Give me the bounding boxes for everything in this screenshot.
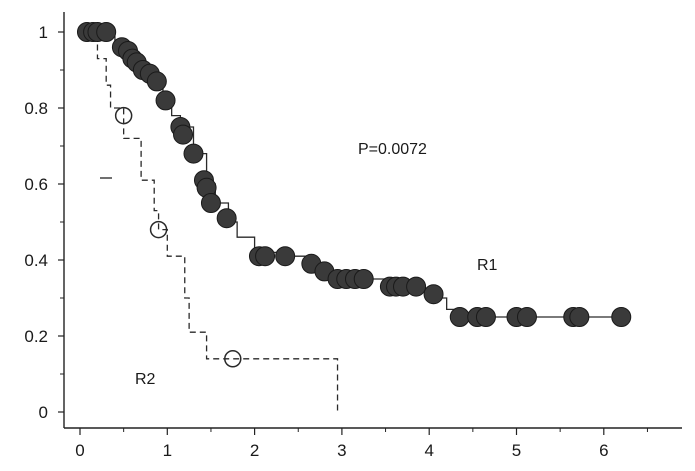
y-tick-label: 0.2 [24,327,48,346]
x-tick-label: 5 [512,441,521,460]
x-tick-label: 6 [599,441,608,460]
r1-censor-marker [173,124,194,145]
y-tick-label: 0.4 [24,251,48,270]
axes: 0 0.2 0.4 0.6 0.8 1 0 1 2 3 4 5 6 [24,12,682,460]
series-r1 [76,22,632,327]
r2-censor-marker [224,350,242,368]
r1-censor-marker [96,22,117,42]
r1-censor-marker [516,307,537,327]
y-tick-label: 0.8 [24,99,48,118]
r1-censor-marker [146,71,167,92]
r1-censor-marker [449,307,470,327]
y-tick-label: 0.6 [24,175,48,194]
y-tick-label: 1 [39,23,48,42]
r2-curve [80,31,339,412]
x-tick-label: 3 [337,441,346,460]
r1-censor-marker [216,208,237,229]
series-label-r1: R1 [477,257,498,274]
p-value-annotation: P=0.0072 [358,141,427,158]
r1-censor-marker [611,307,632,327]
r1-censor-marker [183,143,204,164]
r1-censor-marker [406,276,427,297]
r1-censor-marker [255,246,276,267]
series-label-r2: R2 [135,371,156,388]
y-tick-label: 0 [39,403,48,422]
r1-censor-marker [200,193,221,213]
r1-censor-marker [275,246,296,267]
r1-censor-marker [155,90,176,111]
r2-censor-marker [149,220,168,239]
x-tick-label: 4 [424,441,433,460]
x-tick-label: 0 [75,441,84,460]
x-tick-label: 1 [163,441,172,460]
r1-censor-marker [353,269,374,289]
r1-censor-marker [423,284,444,305]
r1-censor-marker [569,307,590,327]
r2-censor-marker [114,106,133,125]
series-r2 [80,31,339,412]
x-tick-label: 2 [250,441,259,460]
r1-censor-marker [475,307,496,327]
